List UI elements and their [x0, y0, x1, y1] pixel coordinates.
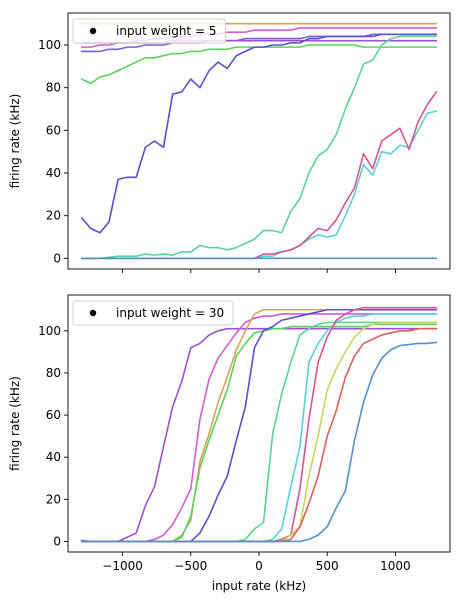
series-line-1 [80, 327, 438, 543]
y-tick-label: 80 [46, 366, 61, 380]
y-tick-label: 20 [46, 209, 61, 223]
legend: input weight = 30 [72, 300, 234, 326]
series-line-5 [80, 44, 438, 85]
y-tick-label: 40 [46, 166, 61, 180]
series-line-2 [80, 313, 438, 543]
series-line-10 [80, 327, 438, 543]
y-tick-label: 0 [53, 534, 61, 548]
y-tick-label: 80 [46, 81, 61, 95]
y-tick-label: 60 [46, 123, 61, 137]
axes-frame [67, 294, 451, 553]
y-axis-label: firing rate (kHz) [8, 376, 22, 471]
chart-panel-2: 0 20 40 60 80 100 −1000 −500 0 500 1000 firing rate… [8, 294, 451, 593]
x-tick-label: −500 [174, 559, 207, 573]
series-line-6 [80, 321, 438, 543]
series-line-9 [80, 91, 438, 260]
series-group [80, 306, 438, 543]
series-line-9 [80, 321, 438, 543]
series-group [80, 22, 438, 260]
legend-marker-dot [89, 309, 97, 317]
series-line-5 [80, 308, 438, 543]
legend-marker-dot [89, 27, 97, 35]
series-line-3 [80, 308, 438, 543]
axes-frame [67, 12, 451, 270]
x-tick-label: 1000 [380, 559, 411, 573]
series-line-7 [80, 313, 438, 543]
legend: input weight = 5 [72, 18, 226, 44]
y-tick-label: 20 [46, 492, 61, 506]
legend-box [72, 18, 226, 44]
series-line-8 [80, 110, 438, 260]
series-line-6 [80, 33, 438, 234]
y-axis-label: firing rate (kHz) [8, 94, 22, 189]
y-tick-label: 100 [38, 38, 61, 52]
y-tick-label: 100 [38, 324, 61, 338]
y-tick-label: 0 [53, 251, 61, 265]
x-axis-label: input rate (kHz) [212, 579, 307, 593]
x-tick-label: 500 [316, 559, 339, 573]
y-tick-label: 40 [46, 450, 61, 464]
x-tick-label: 0 [255, 559, 263, 573]
y-tick-label: 60 [46, 408, 61, 422]
x-tick-label: −1000 [102, 559, 143, 573]
chart-panel-1: 0 20 40 60 80 100 firing rate (kHz) input weigh… [8, 12, 451, 273]
legend-label: input weight = 5 [116, 24, 216, 38]
legend-box [72, 300, 234, 326]
series-line-3 [80, 33, 438, 53]
series-line-11 [80, 341, 438, 543]
series-line-8 [80, 306, 438, 543]
legend-label: input weight = 30 [116, 306, 224, 320]
series-line-7 [80, 35, 438, 260]
